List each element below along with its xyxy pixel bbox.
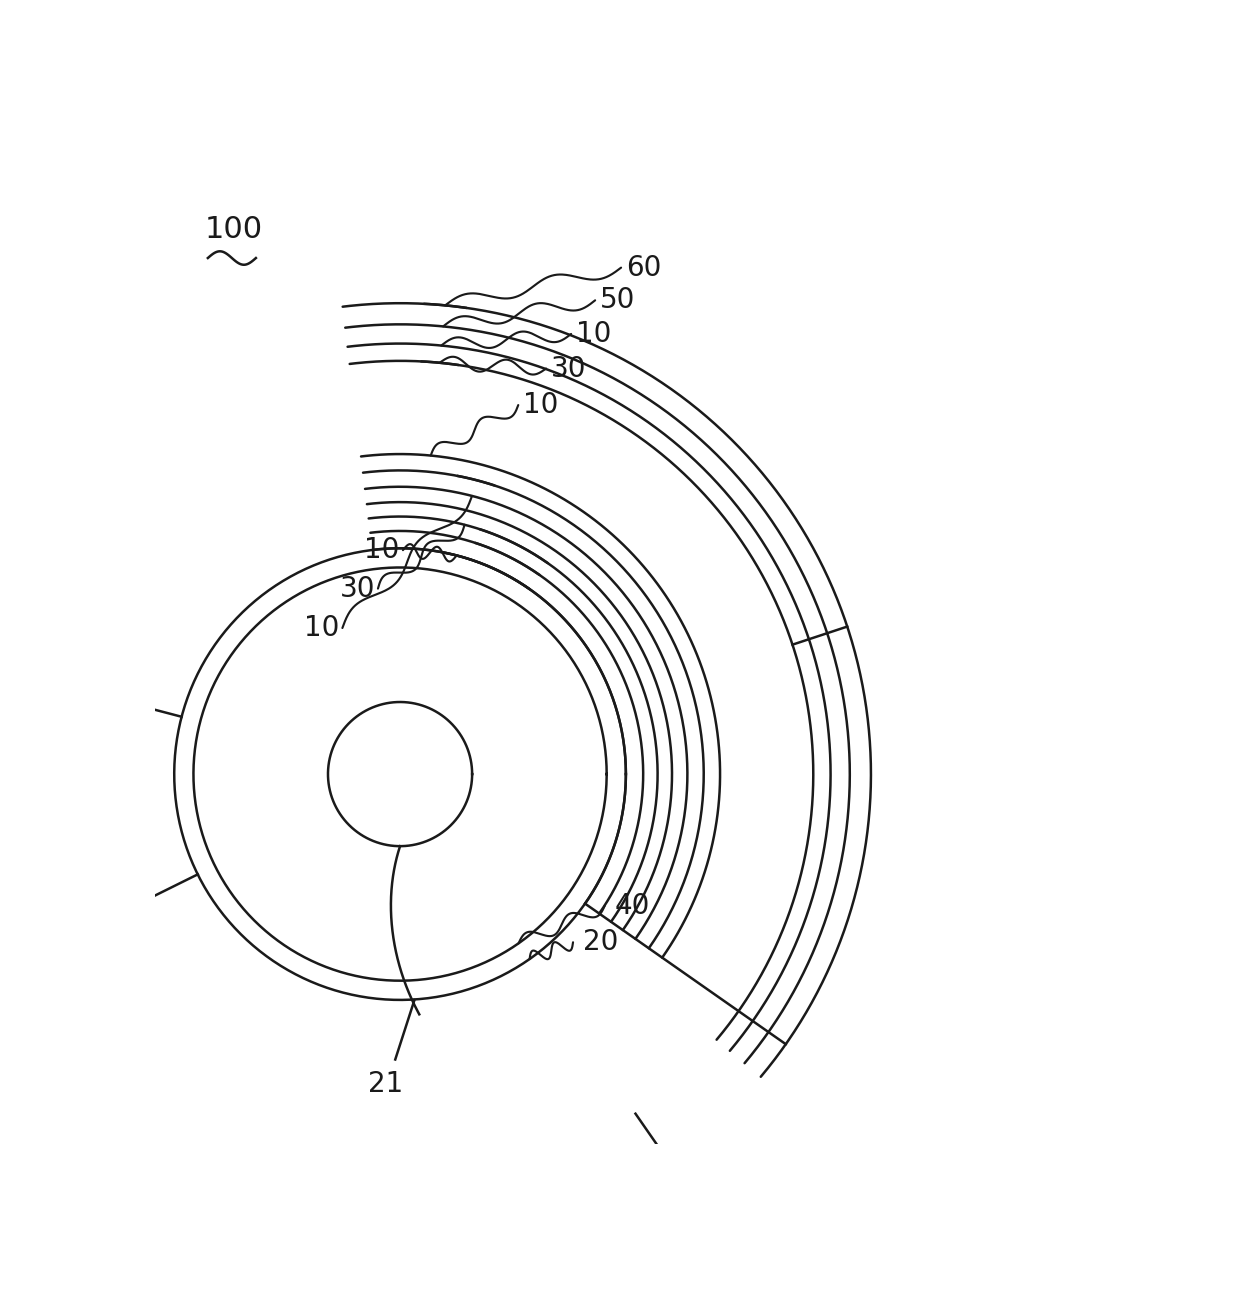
Text: 21: 21 — [368, 1070, 403, 1097]
Text: 40: 40 — [614, 892, 650, 920]
Text: 10: 10 — [304, 614, 340, 643]
Text: 10: 10 — [365, 536, 399, 564]
Text: 30: 30 — [551, 355, 587, 382]
Text: 10: 10 — [575, 319, 611, 348]
Text: 10: 10 — [523, 392, 558, 419]
Text: 30: 30 — [340, 574, 374, 603]
Text: 100: 100 — [205, 214, 263, 243]
Text: 60: 60 — [626, 254, 661, 281]
Text: 20: 20 — [583, 928, 618, 957]
Text: 50: 50 — [600, 286, 635, 314]
